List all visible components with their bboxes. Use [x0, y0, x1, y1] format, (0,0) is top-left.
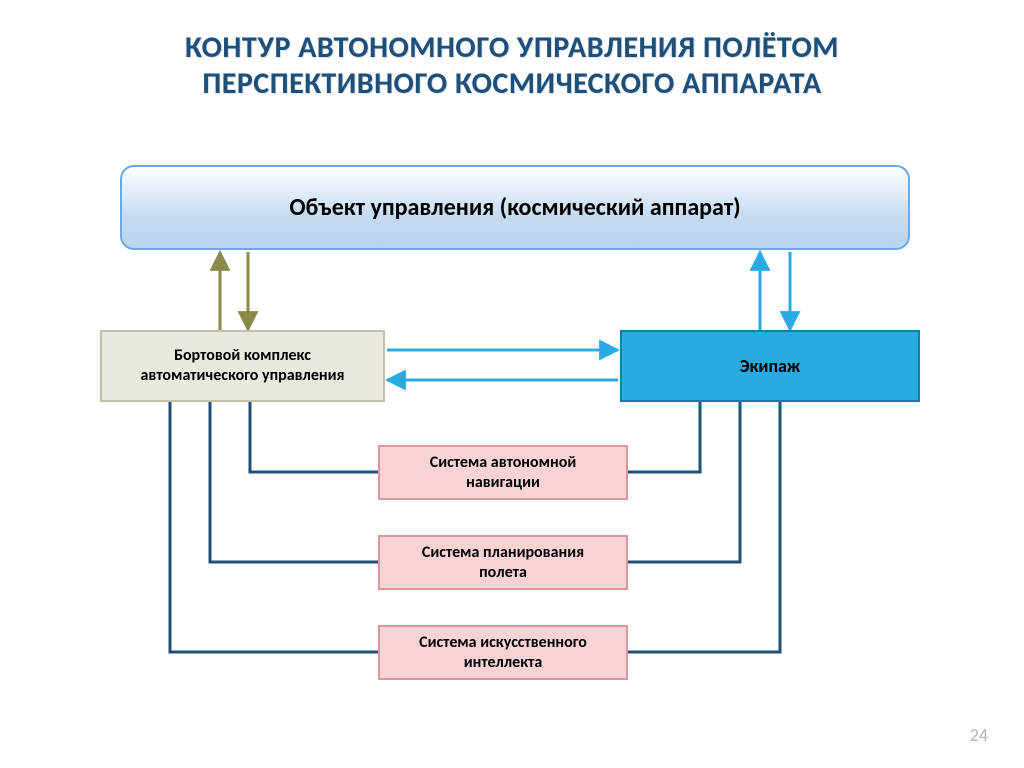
page-number: 24 — [970, 724, 988, 746]
node-control-object-label: Объект управления (космический аппарат) — [289, 193, 740, 222]
title-line-2: ПЕРСПЕКТИВНОГО КОСМИЧЕСКОГО АППАРАТА — [202, 65, 821, 102]
node-onboard-complex: Бортовой комплексавтоматического управле… — [100, 330, 385, 402]
node-control-object: Объект управления (космический аппарат) — [120, 165, 910, 250]
bridges-group — [170, 402, 780, 652]
node-ai-system: Система искусственногоинтеллекта — [378, 625, 628, 680]
node-onboard-complex-label: Бортовой комплексавтоматического управле… — [141, 346, 345, 386]
page-title: КОНТУР АВТОНОМНОГО УПРАВЛЕНИЯ ПОЛЁТОМ ПЕ… — [0, 30, 1024, 102]
node-flight-planning-label: Система планированияполета — [422, 543, 584, 583]
node-ai-system-label: Система искусственногоинтеллекта — [419, 633, 587, 673]
node-crew-label: Экипаж — [740, 355, 800, 377]
node-autonomous-nav: Система автономнойнавигации — [378, 445, 628, 500]
node-flight-planning: Система планированияполета — [378, 535, 628, 590]
title-line-1: КОНТУР АВТОНОМНОГО УПРАВЛЕНИЯ ПОЛЁТОМ — [185, 29, 839, 66]
node-autonomous-nav-label: Система автономнойнавигации — [430, 453, 577, 493]
node-crew: Экипаж — [620, 330, 920, 402]
